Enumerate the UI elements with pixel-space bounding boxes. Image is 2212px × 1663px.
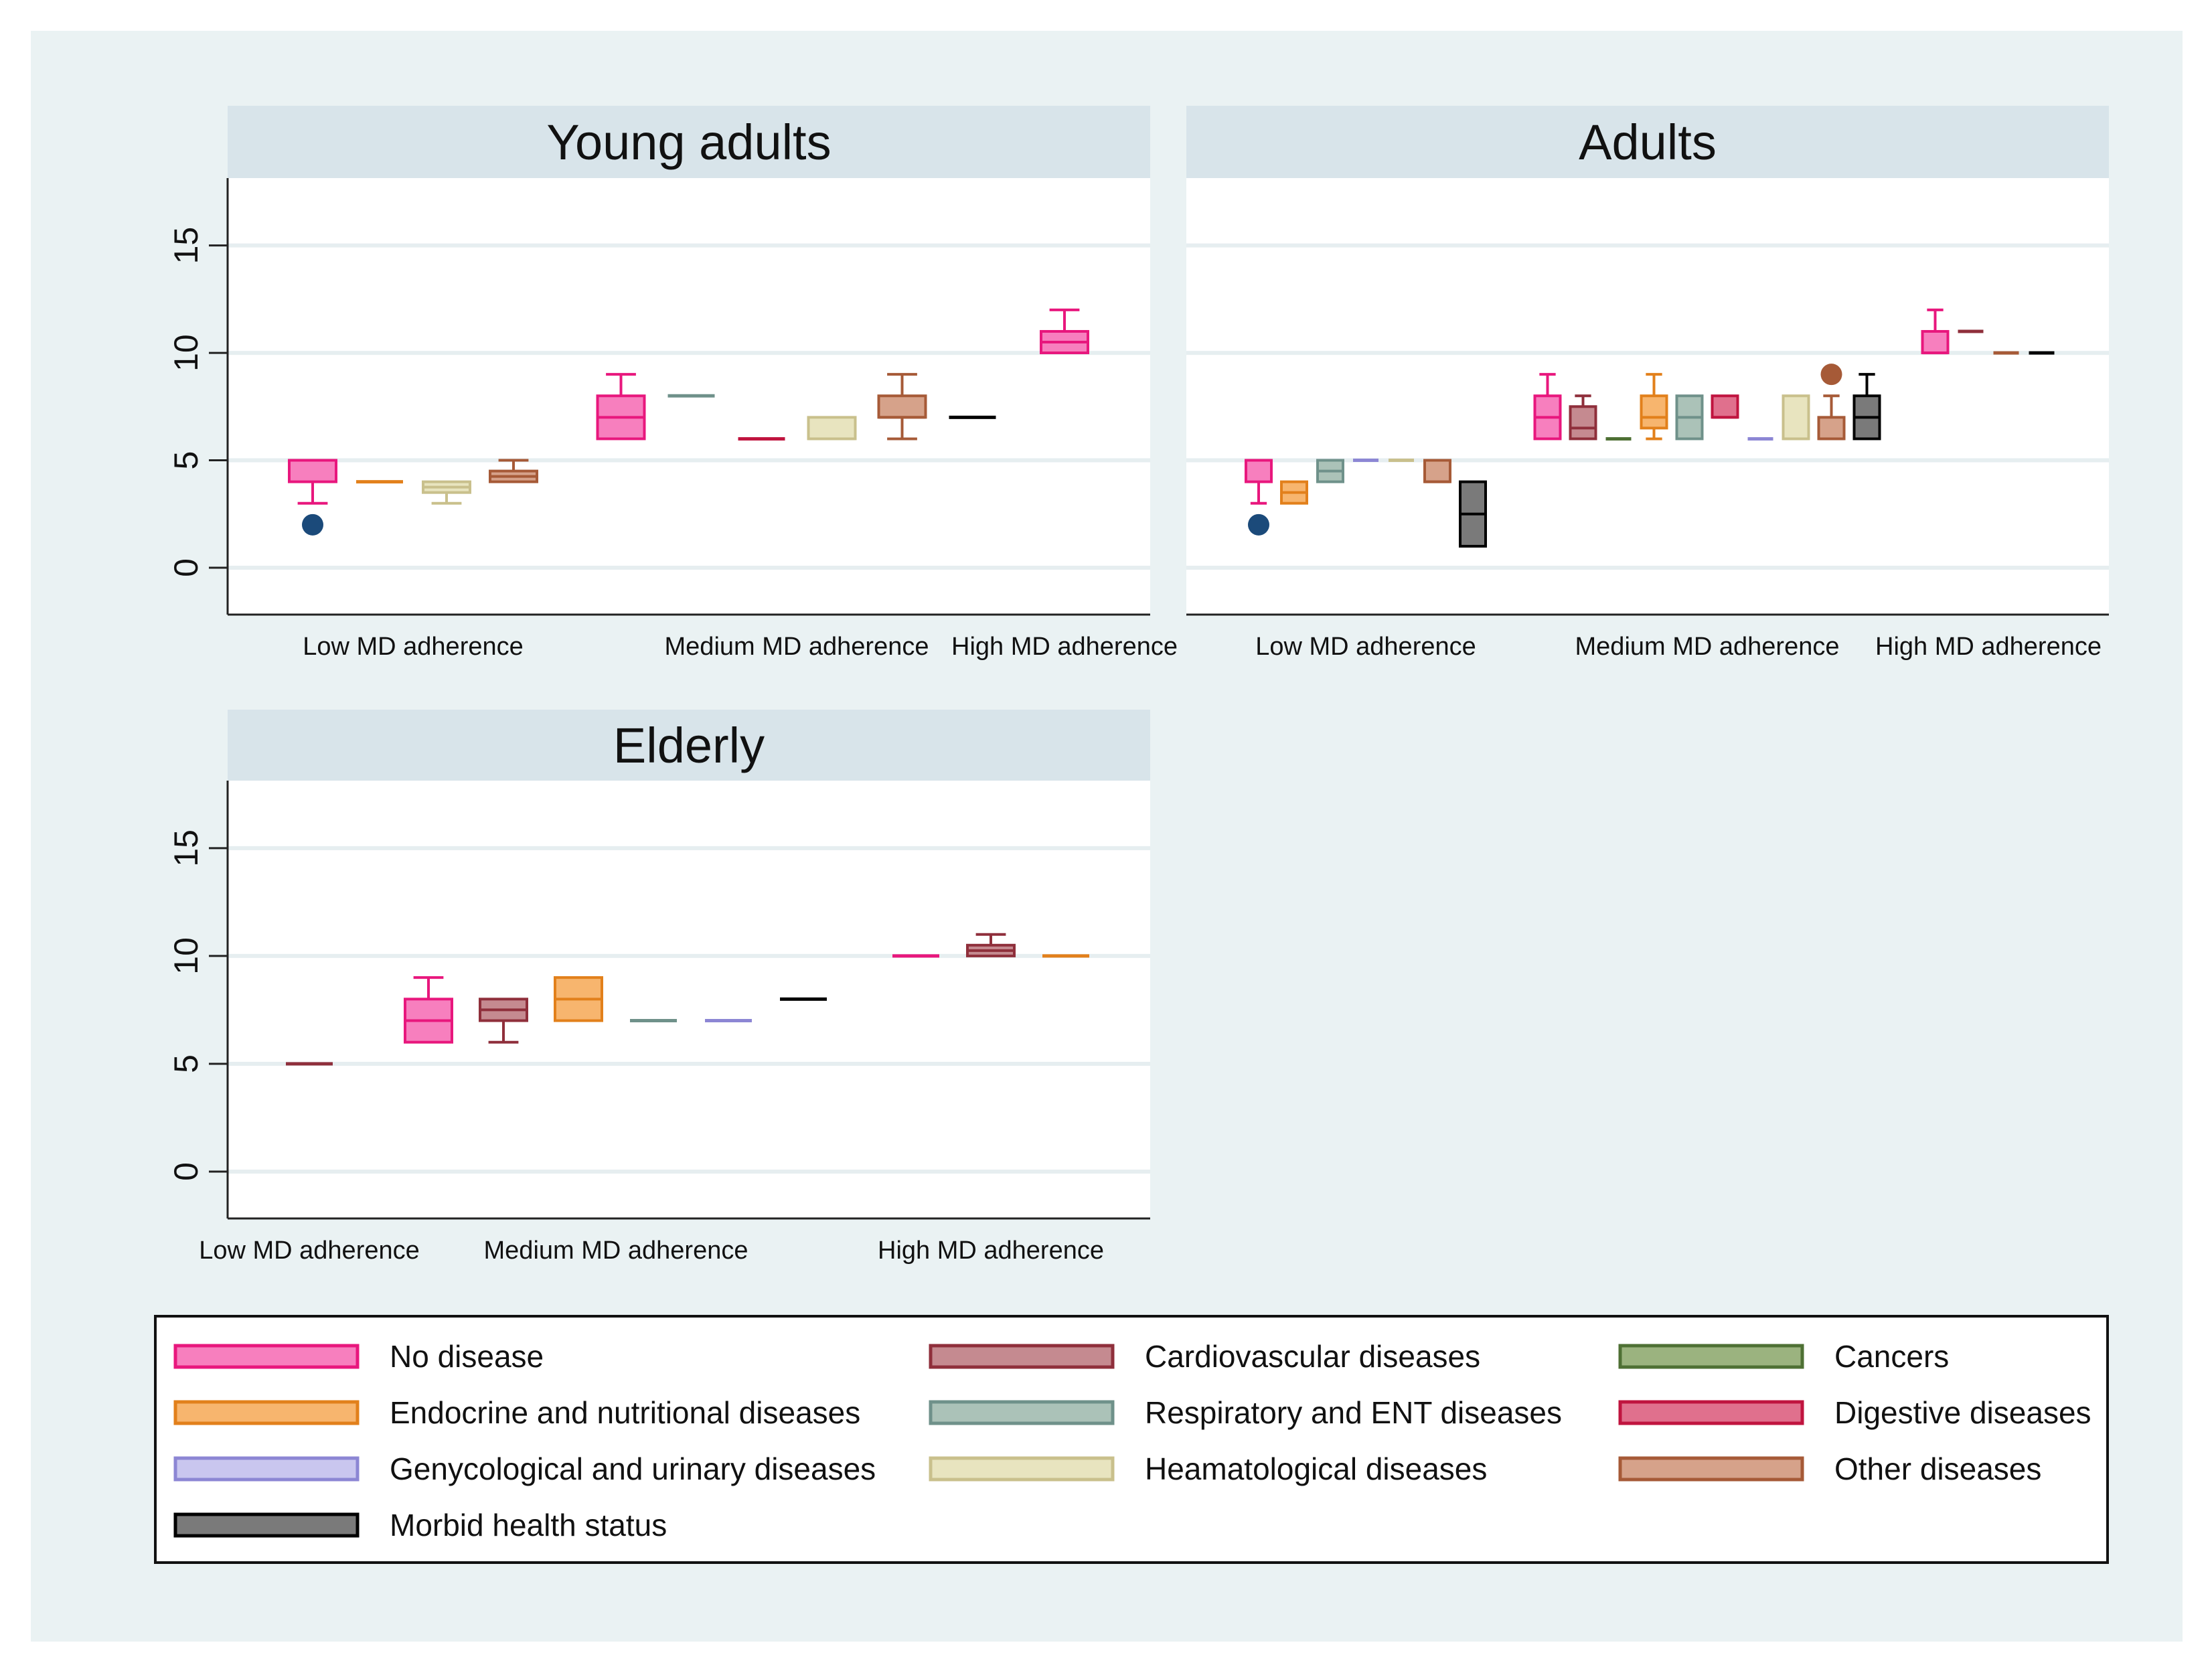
legend-item: Heamatological diseases: [929, 1451, 1487, 1486]
legend-item: Endocrine and nutritional diseases: [173, 1395, 860, 1430]
legend-label: No disease: [390, 1339, 544, 1374]
box-cardiovascular-diseases: [1569, 394, 1597, 441]
y-tick-label: 10: [167, 937, 205, 975]
box-cardiovascular-diseases: [479, 998, 528, 1044]
y-tick-label: 15: [167, 829, 205, 867]
box-body: [1245, 459, 1273, 483]
box-no-disease: [404, 976, 453, 1044]
y-tick-label: 5: [167, 1054, 205, 1073]
panel-elderly: Elderly 0 5 10 15 Low MD adherence Medium MD a…: [167, 710, 1150, 1265]
x-category-label: Medium MD adherence: [1575, 633, 1840, 661]
box-no-disease: [1245, 459, 1273, 505]
legend-swatch: [173, 1456, 360, 1482]
legend-label: Heamatological diseases: [1145, 1451, 1487, 1486]
panel-header: [1186, 106, 2109, 178]
box-body: [1569, 405, 1597, 441]
box-endocrine-and-nutritional-diseases: [1280, 480, 1308, 505]
legend-label: Cardiovascular diseases: [1145, 1339, 1480, 1374]
legend-item: No disease: [173, 1339, 544, 1374]
box-body: [1423, 459, 1451, 483]
panel-title: Elderly: [613, 718, 765, 773]
x-category-label: High MD adherence: [951, 633, 1178, 661]
legend-label: Genycological and urinary diseases: [390, 1451, 876, 1486]
legend-item: Other diseases: [1618, 1451, 2041, 1486]
legend-label: Cancers: [1834, 1339, 1949, 1374]
box-no-disease: [1533, 373, 1562, 441]
box-heamatological-diseases: [807, 416, 857, 441]
box-body: [1782, 394, 1810, 441]
legend-swatch: [929, 1456, 1115, 1482]
x-category-label: High MD adherence: [1875, 633, 2102, 661]
legend-swatch: [1618, 1344, 1804, 1369]
outlier-point: [1248, 513, 1269, 536]
box-body: [807, 416, 857, 441]
box-heamatological-diseases: [422, 480, 471, 505]
legend-label: Morbid health status: [390, 1508, 667, 1542]
panel-adults: Adults Low MD adherence Medium MD adherenc…: [1186, 106, 2109, 661]
box-heamatological-diseases: [1782, 394, 1810, 441]
box-respiratory-and-ent-diseases: [1675, 394, 1704, 441]
legend-item: Genycological and urinary diseases: [173, 1451, 876, 1486]
panel-title: Adults: [1579, 114, 1717, 170]
box-other-diseases: [1817, 394, 1846, 441]
y-tick-label: 0: [167, 558, 205, 577]
box-other-diseases: [1423, 459, 1451, 483]
x-category-label: Low MD adherence: [303, 633, 524, 661]
box-no-disease: [596, 373, 646, 441]
legend-label: Respiratory and ENT diseases: [1145, 1395, 1562, 1430]
legend-swatch: [173, 1400, 360, 1425]
x-category-label: High MD adherence: [878, 1237, 1104, 1265]
box-no-disease: [1921, 308, 1950, 355]
x-category-label: Low MD adherence: [1255, 633, 1476, 661]
box-digestive-diseases: [1711, 394, 1739, 419]
x-category-label: Low MD adherence: [199, 1237, 420, 1265]
y-tick-label: 5: [167, 451, 205, 470]
legend-swatch: [929, 1400, 1115, 1425]
legend-label: Digestive diseases: [1834, 1395, 2091, 1430]
box-respiratory-and-ent-diseases: [1316, 459, 1344, 483]
legend-item: Cardiovascular diseases: [929, 1339, 1480, 1374]
box-endocrine-and-nutritional-diseases: [1640, 373, 1668, 441]
legend-swatch: [1618, 1456, 1804, 1482]
box-no-disease: [288, 459, 337, 505]
panel-title: Young adults: [546, 114, 831, 170]
y-tick-label: 0: [167, 1162, 205, 1181]
legend-label: Other diseases: [1834, 1451, 2041, 1486]
box-body: [1817, 416, 1846, 441]
outlier-point: [1820, 364, 1842, 386]
box-body: [1921, 329, 1950, 355]
legend-item: Morbid health status: [173, 1508, 667, 1542]
box-other-diseases: [877, 373, 927, 441]
panel-header: [228, 710, 1150, 781]
legend-swatch: [1618, 1400, 1804, 1425]
x-category-label: Medium MD adherence: [665, 633, 929, 661]
panel-young-adults: Young adults 0 5 10 15 Low MD adherence Medium…: [167, 106, 1178, 661]
box-cardiovascular-diseases: [966, 933, 1016, 957]
legend-swatch: [173, 1344, 360, 1369]
legend: No disease Cardiovascular diseases Cancers…: [154, 1315, 2109, 1564]
box-morbid-health-status: [1459, 480, 1487, 548]
legend-item: Cancers: [1618, 1339, 1949, 1374]
box-body: [1640, 394, 1668, 430]
box-body: [288, 459, 337, 483]
legend-swatch: [173, 1512, 360, 1538]
box-endocrine-and-nutritional-diseases: [554, 976, 603, 1022]
legend-label: Endocrine and nutritional diseases: [390, 1395, 860, 1430]
y-tick-label: 10: [167, 334, 205, 372]
panel-header: [228, 106, 1150, 178]
legend-item: Respiratory and ENT diseases: [929, 1395, 1562, 1430]
plot-area: [228, 781, 1150, 1218]
legend-item: Digestive diseases: [1618, 1395, 2091, 1430]
x-category-label: Medium MD adherence: [484, 1237, 748, 1265]
y-tick-label: 15: [167, 227, 205, 264]
box-morbid-health-status: [1852, 373, 1881, 441]
box-no-disease: [1040, 308, 1089, 355]
box-body: [877, 394, 927, 419]
outlier-point: [302, 513, 323, 536]
legend-swatch: [929, 1344, 1115, 1369]
box-body: [1711, 394, 1739, 419]
box-other-diseases: [489, 459, 538, 483]
